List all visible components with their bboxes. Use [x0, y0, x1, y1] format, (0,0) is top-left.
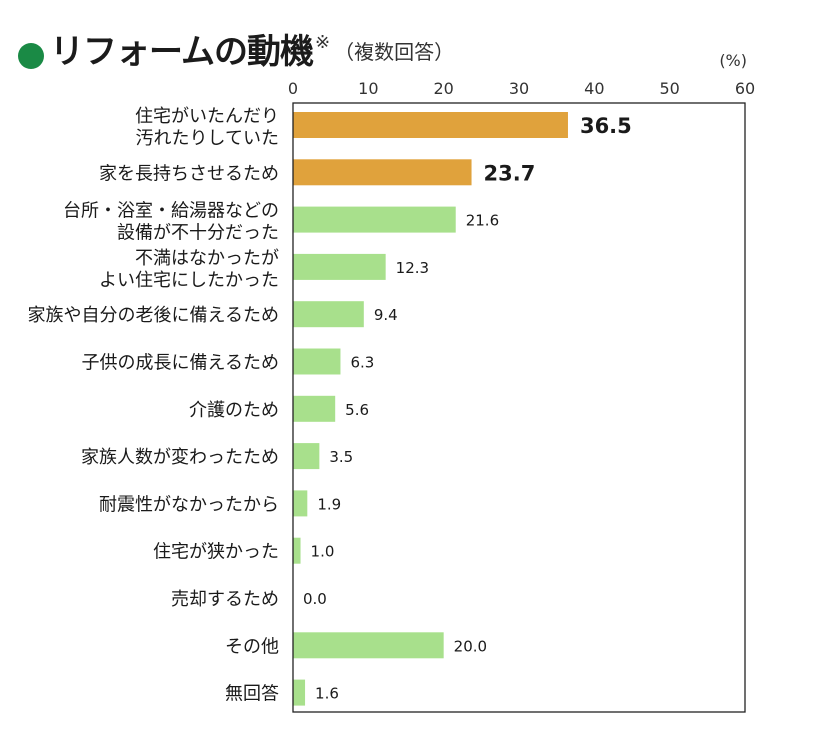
x-tick-label: 20	[433, 79, 453, 98]
x-tick-label: 30	[509, 79, 529, 98]
data-label: 3.5	[329, 448, 353, 466]
category-label: 介護のため	[189, 400, 279, 421]
x-tick-label: 60	[735, 79, 755, 98]
category-label: 無回答	[225, 684, 279, 705]
category-label: 台所・浴室・給湯器などの設備が不十分だった	[63, 201, 279, 244]
category-label: 不満はなかったがよい住宅にしたかった	[99, 248, 279, 291]
data-label: 12.3	[396, 259, 429, 277]
bar	[293, 443, 320, 470]
data-label: 6.3	[350, 354, 374, 372]
category-label: 耐震性がなかったから	[99, 494, 279, 515]
data-label: 1.0	[311, 543, 335, 561]
data-label: 36.5	[580, 114, 632, 138]
bar	[293, 301, 364, 328]
data-label: 21.6	[466, 212, 499, 230]
data-label: 9.4	[374, 306, 398, 324]
category-label: 家族人数が変わったため	[81, 447, 279, 468]
plot-frame	[292, 102, 746, 713]
data-label: 1.9	[317, 495, 341, 513]
data-label: 1.6	[315, 685, 339, 703]
category-label: 売却するため	[171, 589, 279, 610]
x-tick-label: 10	[358, 79, 378, 98]
chart-subtitle: （複数回答）	[334, 40, 455, 64]
chart-title-row: リフォームの動機 ※ （複数回答）	[18, 24, 454, 73]
bar	[293, 537, 301, 564]
data-label: 23.7	[484, 161, 536, 185]
bar	[293, 395, 336, 422]
x-tick-label: 0	[288, 79, 298, 98]
bar	[293, 679, 306, 706]
bar	[293, 253, 386, 280]
bar	[293, 206, 456, 233]
data-label: 5.6	[345, 401, 369, 419]
axis-unit-label: (%)	[719, 51, 747, 70]
title-note-mark: ※	[314, 32, 331, 53]
data-label: 20.0	[454, 637, 487, 655]
x-tick-label: 40	[584, 79, 604, 98]
bar	[293, 348, 341, 375]
data-label: 0.0	[303, 590, 327, 608]
bar	[293, 112, 568, 138]
title-bullet-icon	[18, 43, 44, 69]
bar	[293, 632, 444, 659]
bar	[293, 490, 308, 517]
chart-title: リフォームの動機	[50, 32, 314, 72]
category-label: 住宅がいたんだり汚れたりしていた	[135, 106, 279, 149]
category-label: 子供の成長に備えるため	[82, 353, 279, 374]
category-label: 家族や自分の老後に備えるため	[28, 305, 279, 326]
x-tick-label: 50	[659, 79, 679, 98]
category-label: その他	[225, 636, 279, 657]
category-label: 住宅が狭かった	[153, 542, 279, 563]
bar	[293, 159, 472, 186]
category-label: 家を長持ちさせるため	[99, 163, 279, 184]
